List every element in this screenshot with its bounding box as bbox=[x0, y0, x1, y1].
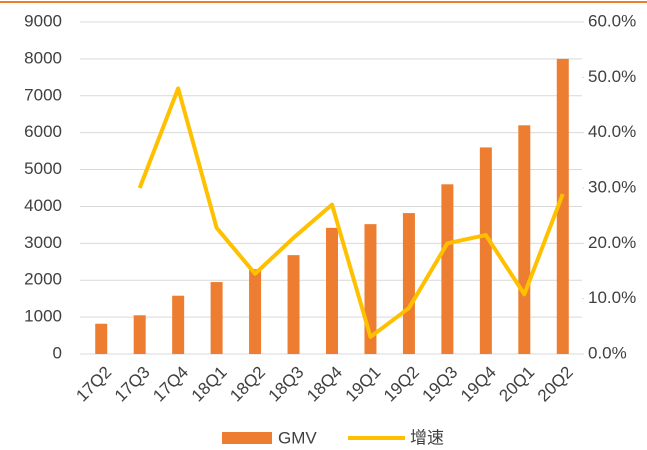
bar bbox=[95, 323, 108, 354]
y-tick-label: 8000 bbox=[24, 48, 62, 67]
x-tick-label: 20Q2 bbox=[534, 363, 577, 406]
x-tick-label: 19Q1 bbox=[342, 363, 385, 406]
bar bbox=[133, 315, 146, 354]
y2-tick-label: 60.0% bbox=[588, 11, 636, 30]
bar bbox=[518, 125, 531, 355]
line bbox=[137, 86, 565, 339]
y-tick-label: 0 bbox=[53, 343, 62, 362]
y2-tick-label: 0.0% bbox=[588, 343, 627, 362]
x-tick-label: 18Q3 bbox=[265, 363, 308, 406]
x-tick-label: 18Q1 bbox=[188, 363, 231, 406]
y-tick-label: 5000 bbox=[24, 159, 62, 178]
y-tick-label: 1000 bbox=[24, 307, 62, 326]
x-tick-label: 19Q4 bbox=[457, 363, 500, 406]
x-tick-label: 18Q2 bbox=[226, 363, 269, 406]
x-tick-label: 19Q2 bbox=[380, 363, 423, 406]
x-tick-label: 19Q3 bbox=[419, 363, 462, 406]
y-tick-label: 4000 bbox=[24, 196, 62, 215]
y-tick-label: 6000 bbox=[24, 122, 62, 141]
y2-tick-label: 50.0% bbox=[588, 67, 636, 86]
legend-label: 增速 bbox=[410, 428, 444, 447]
bar bbox=[441, 184, 454, 354]
x-tick-label: 17Q4 bbox=[149, 363, 192, 406]
bar bbox=[479, 147, 492, 354]
y2-tick-label: 30.0% bbox=[588, 177, 636, 196]
bar bbox=[172, 295, 185, 354]
bar bbox=[402, 213, 415, 354]
bar bbox=[326, 227, 338, 354]
legend-swatch bbox=[222, 432, 272, 444]
bar bbox=[210, 282, 223, 354]
bar bbox=[287, 255, 300, 354]
y-tick-label: 9000 bbox=[24, 11, 62, 30]
x-tick-label: 17Q3 bbox=[111, 363, 154, 406]
bar bbox=[249, 269, 262, 354]
y2-tick-label: 40.0% bbox=[588, 122, 636, 141]
y-tick-label: 2000 bbox=[24, 270, 62, 289]
bar bbox=[556, 58, 569, 355]
x-tick-label: 17Q2 bbox=[72, 363, 115, 406]
y2-tick-label: 10.0% bbox=[588, 288, 636, 307]
x-tick-label: 20Q1 bbox=[495, 363, 538, 406]
legend-label: GMV bbox=[278, 428, 317, 447]
y-tick-label: 7000 bbox=[24, 85, 62, 104]
y2-tick-label: 20.0% bbox=[588, 233, 636, 252]
y-tick-label: 3000 bbox=[24, 233, 62, 252]
x-tick-label: 18Q4 bbox=[303, 363, 346, 406]
